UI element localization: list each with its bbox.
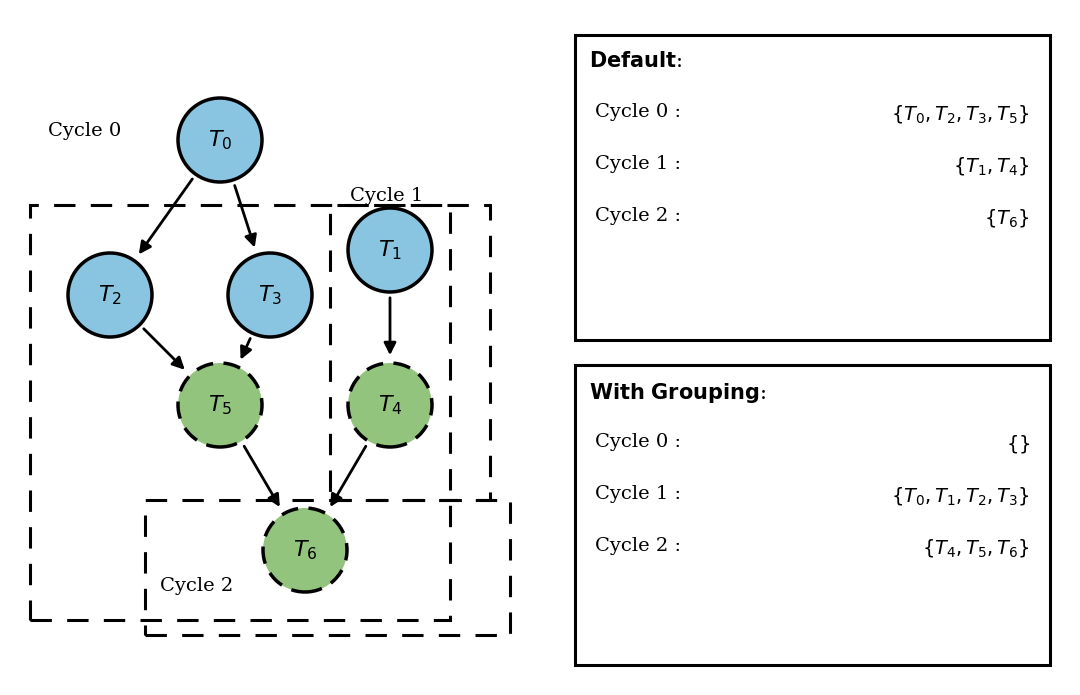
Bar xyxy=(575,365,1050,665)
Text: $T_6$: $T_6$ xyxy=(293,538,318,562)
Text: Cycle 0 :: Cycle 0 : xyxy=(595,103,681,121)
Text: $T_2$: $T_2$ xyxy=(98,283,122,306)
Bar xyxy=(145,500,510,635)
Text: $T_0$: $T_0$ xyxy=(207,128,232,152)
Text: $\bf{Default}$:: $\bf{Default}$: xyxy=(589,51,683,71)
Circle shape xyxy=(178,98,262,182)
Text: Cycle 1 :: Cycle 1 : xyxy=(595,155,681,173)
Text: $\bf{With\ Grouping}$:: $\bf{With\ Grouping}$: xyxy=(589,381,766,405)
Text: Cycle 1 :: Cycle 1 : xyxy=(595,485,681,503)
Text: Cycle 0: Cycle 0 xyxy=(48,122,121,140)
Text: Cycle 0 :: Cycle 0 : xyxy=(595,433,681,451)
Text: $\{T_1,T_4\}$: $\{T_1,T_4\}$ xyxy=(954,155,1030,177)
Text: Cycle 2 :: Cycle 2 : xyxy=(595,207,681,225)
Text: $T_1$: $T_1$ xyxy=(378,238,402,262)
Circle shape xyxy=(68,253,152,337)
Text: $\{T_6\}$: $\{T_6\}$ xyxy=(985,207,1030,229)
Circle shape xyxy=(228,253,312,337)
Circle shape xyxy=(264,508,347,592)
Text: $\{\}$: $\{\}$ xyxy=(1005,433,1030,455)
Circle shape xyxy=(348,363,432,447)
Bar xyxy=(30,205,450,620)
Text: $\{T_4,T_5,T_6\}$: $\{T_4,T_5,T_6\}$ xyxy=(922,537,1030,559)
Text: Cycle 2: Cycle 2 xyxy=(160,577,233,595)
Text: $\{T_0,T_1,T_2,T_3\}$: $\{T_0,T_1,T_2,T_3\}$ xyxy=(891,485,1030,507)
Text: Cycle 2 :: Cycle 2 : xyxy=(595,537,681,555)
Text: $T_4$: $T_4$ xyxy=(378,393,402,417)
Text: Cycle 1: Cycle 1 xyxy=(350,187,423,205)
Text: $T_3$: $T_3$ xyxy=(258,283,282,306)
Bar xyxy=(575,35,1050,340)
Circle shape xyxy=(348,208,432,292)
Circle shape xyxy=(178,363,262,447)
Text: $T_5$: $T_5$ xyxy=(207,393,232,417)
Text: $\{T_0,T_2,T_3,T_5\}$: $\{T_0,T_2,T_3,T_5\}$ xyxy=(891,103,1030,125)
Bar xyxy=(330,205,490,500)
